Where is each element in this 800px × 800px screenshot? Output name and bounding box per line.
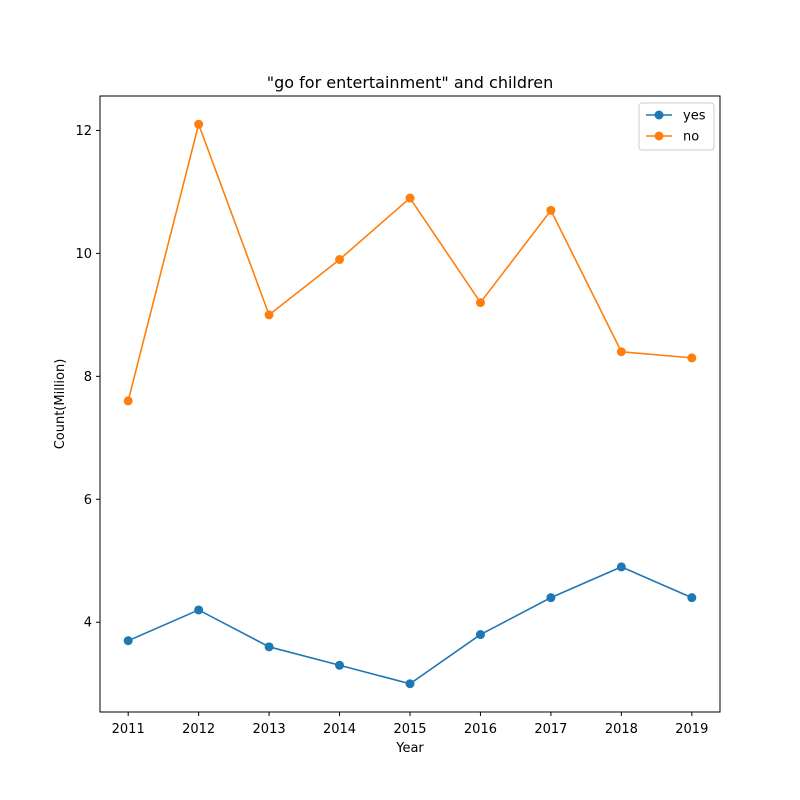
- legend-label: yes: [683, 109, 706, 124]
- data-point-yes: [194, 605, 204, 615]
- x-tick-label: 2014: [323, 722, 356, 737]
- data-point-yes: [475, 630, 485, 640]
- legend-item-yes: yes: [646, 109, 706, 124]
- legend: yes no: [638, 102, 715, 151]
- data-point-yes: [264, 642, 274, 652]
- data-point-no: [405, 193, 415, 203]
- data-point-no: [687, 353, 697, 363]
- series-yes: [123, 562, 697, 689]
- data-point-no: [546, 205, 556, 215]
- data-point-no: [616, 347, 626, 357]
- x-tick-label: 2013: [253, 722, 286, 737]
- series-layer: [123, 119, 697, 689]
- y-axis: 4 6 8 10 12: [75, 124, 100, 631]
- data-point-no: [194, 119, 204, 129]
- x-axis-label: Year: [395, 741, 424, 756]
- data-point-no: [264, 310, 274, 320]
- series-line-no: [127, 121, 692, 402]
- data-point-yes: [687, 593, 697, 603]
- y-axis-label: Count(Million): [53, 359, 68, 450]
- legend-label: no: [683, 130, 699, 145]
- data-point-yes: [123, 636, 133, 646]
- x-tick-label: 2019: [675, 722, 708, 737]
- data-point-no: [335, 255, 345, 265]
- x-tick-label: 2016: [464, 722, 497, 737]
- y-tick-label: 10: [75, 247, 92, 262]
- y-tick-label: 6: [84, 493, 92, 508]
- legend-item-no: no: [646, 130, 699, 145]
- x-tick-label: 2015: [393, 722, 426, 737]
- x-tick-label: 2017: [534, 722, 567, 737]
- chart-title: "go for entertainment" and children: [267, 73, 554, 92]
- legend-marker: [654, 110, 664, 120]
- series-no: [123, 119, 697, 406]
- y-tick-label: 8: [84, 370, 92, 385]
- x-tick-label: 2012: [182, 722, 215, 737]
- series-line-yes: [127, 566, 693, 685]
- data-point-no: [123, 396, 133, 406]
- data-point-yes: [335, 660, 345, 670]
- y-tick-label: 4: [84, 616, 92, 631]
- x-tick-label: 2011: [112, 722, 145, 737]
- legend-marker: [654, 131, 664, 141]
- data-point-yes: [546, 593, 556, 603]
- data-point-no: [475, 298, 485, 308]
- plot-area-frame: [99, 95, 721, 713]
- x-tick-label: 2018: [605, 722, 638, 737]
- data-point-yes: [405, 679, 415, 689]
- y-tick-label: 12: [75, 124, 92, 139]
- x-axis: 2011 2012 2013 2014 2015 2016 2017 2018 2019: [112, 712, 708, 737]
- data-point-yes: [616, 562, 626, 572]
